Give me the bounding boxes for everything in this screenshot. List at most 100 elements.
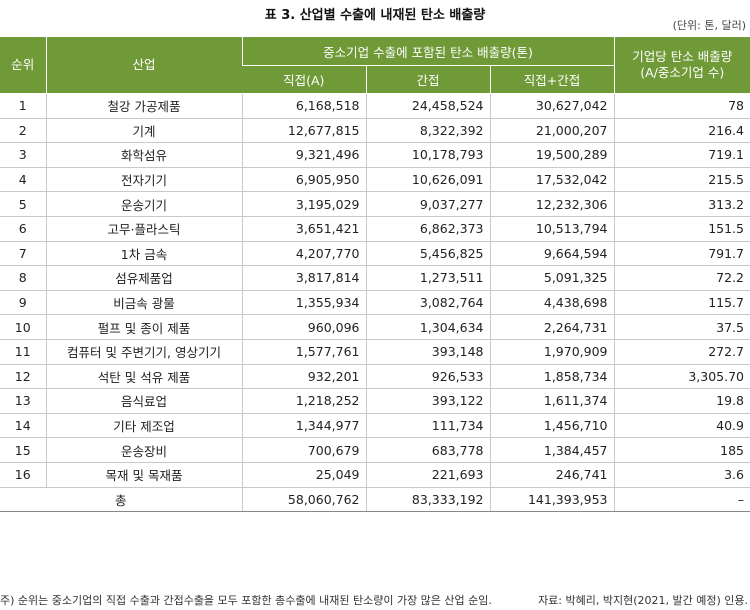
direct-cell: 960,096 (241, 314, 366, 340)
industry-cell: 1차 금속 (45, 241, 242, 267)
total-indirect-cell: 83,333,192 (365, 487, 490, 513)
total-cell: 1,858,734 (489, 364, 614, 390)
industry-cell: 석탄 및 석유 제품 (45, 364, 242, 390)
header-indirect: 간접 (365, 65, 490, 94)
total-cell: 2,264,731 (489, 314, 614, 340)
table-row: 7 1차 금속 4,207,770 5,456,825 9,664,594 791.7 (0, 241, 750, 267)
total-cell: 1,970,909 (489, 339, 614, 365)
table-row: 4 전자기기 6,905,950 10,626,091 17,532,042 215.5 (0, 167, 750, 193)
table-row: 6 고무·플라스틱 3,651,421 6,862,373 10,513,794 151.… (0, 216, 750, 242)
per-firm-cell: 19.8 (613, 388, 750, 414)
rank-cell: 2 (0, 118, 46, 144)
total-per-firm-cell: – (613, 487, 750, 513)
table-row: 2 기계 12,677,815 8,322,392 21,000,207 216.4 (0, 118, 750, 144)
source-note: 자료: 박혜리, 박지현(2021, 발간 예정) 인용. (538, 594, 748, 607)
indirect-cell: 111,734 (365, 413, 490, 439)
total-label: 총 (0, 487, 242, 513)
direct-cell: 932,201 (241, 364, 366, 390)
total-cell: 5,091,325 (489, 265, 614, 291)
table-row: 13 음식료업 1,218,252 393,122 1,611,374 19.8 (0, 388, 750, 414)
direct-cell: 4,207,770 (241, 241, 366, 267)
header-per-firm-line2: (A/중소기업 수) (640, 65, 725, 80)
direct-cell: 9,321,496 (241, 142, 366, 168)
industry-cell: 전자기기 (45, 167, 242, 193)
industry-cell: 펄프 및 종이 제품 (45, 314, 242, 340)
total-row: 총 58,060,762 83,333,192 141,393,953– (0, 487, 750, 513)
indirect-cell: 10,626,091 (365, 167, 490, 193)
total-cell: 21,000,207 (489, 118, 614, 144)
table-row: 14 기타 제조업 1,344,977 111,734 1,456,710 40.9 (0, 413, 750, 439)
rank-cell: 3 (0, 142, 46, 168)
industry-cell: 철강 가공제품 (45, 93, 242, 119)
indirect-cell: 393,122 (365, 388, 490, 414)
industry-cell: 운송장비 (45, 437, 242, 463)
per-firm-cell: 37.5 (613, 314, 750, 340)
total-total-cell: 141,393,953 (489, 487, 614, 513)
rank-cell: 11 (0, 339, 46, 365)
indirect-cell: 926,533 (365, 364, 490, 390)
rank-cell: 4 (0, 167, 46, 193)
rank-cell: 10 (0, 314, 46, 340)
indirect-cell: 8,322,392 (365, 118, 490, 144)
total-cell: 1,611,374 (489, 388, 614, 414)
per-firm-cell: 719.1 (613, 142, 750, 168)
per-firm-cell: 151.5 (613, 216, 750, 242)
rank-cell: 7 (0, 241, 46, 267)
header-per-firm-line1: 기업당 탄소 배출량 (632, 49, 733, 64)
indirect-cell: 393,148 (365, 339, 490, 365)
direct-cell: 6,905,950 (241, 167, 366, 193)
rank-cell: 16 (0, 462, 46, 488)
indirect-cell: 683,778 (365, 437, 490, 463)
table-row: 3 화학섬유 9,321,496 10,178,793 19,500,289 719.1 (0, 142, 750, 168)
table-row: 8 섬유제품업 3,817,814 1,273,511 5,091,325 72.2 (0, 265, 750, 291)
direct-cell: 6,168,518 (241, 93, 366, 119)
per-firm-cell: 272.7 (613, 339, 750, 365)
table-row: 16 목재 및 목재품 25,049 221,693 246,741 3.6 (0, 462, 750, 488)
rank-cell: 1 (0, 93, 46, 119)
indirect-cell: 1,273,511 (365, 265, 490, 291)
indirect-cell: 221,693 (365, 462, 490, 488)
industry-cell: 음식료업 (45, 388, 242, 414)
unit-label: (단위: 톤, 달러) (672, 19, 746, 32)
direct-cell: 25,049 (241, 462, 366, 488)
table-body: 1 철강 가공제품 6,168,518 24,458,524 30,627,042 78 2… (0, 93, 750, 513)
total-cell: 17,532,042 (489, 167, 614, 193)
total-cell: 10,513,794 (489, 216, 614, 242)
rank-cell: 8 (0, 265, 46, 291)
indirect-cell: 3,082,764 (365, 290, 490, 316)
total-cell: 9,664,594 (489, 241, 614, 267)
header-industry: 산업 (45, 37, 242, 94)
industry-cell: 운송기기 (45, 191, 242, 217)
industry-cell: 컴퓨터 및 주변기기, 영상기기 (45, 339, 242, 365)
per-firm-cell: 72.2 (613, 265, 750, 291)
per-firm-cell: 40.9 (613, 413, 750, 439)
industry-cell: 화학섬유 (45, 142, 242, 168)
header-direct: 직접(A) (242, 65, 366, 94)
industry-cell: 기계 (45, 118, 242, 144)
per-firm-cell: 791.7 (613, 241, 750, 267)
direct-cell: 3,651,421 (241, 216, 366, 242)
header-rank: 순위 (0, 37, 46, 94)
rank-cell: 5 (0, 191, 46, 217)
table-row: 12 석탄 및 석유 제품 932,201 926,533 1,858,734 3,305… (0, 364, 750, 390)
per-firm-cell: 313.2 (613, 191, 750, 217)
direct-cell: 700,679 (241, 437, 366, 463)
total-cell: 4,438,698 (489, 290, 614, 316)
indirect-cell: 24,458,524 (365, 93, 490, 119)
per-firm-cell: 215.5 (613, 167, 750, 193)
total-cell: 12,232,306 (489, 191, 614, 217)
total-cell: 1,384,457 (489, 437, 614, 463)
rank-cell: 14 (0, 413, 46, 439)
indirect-cell: 9,037,277 (365, 191, 490, 217)
direct-cell: 1,577,761 (241, 339, 366, 365)
total-cell: 30,627,042 (489, 93, 614, 119)
total-cell: 19,500,289 (489, 142, 614, 168)
per-firm-cell: 78 (613, 93, 750, 119)
header-total: 직접+간접 (489, 65, 614, 94)
direct-cell: 1,218,252 (241, 388, 366, 414)
direct-cell: 12,677,815 (241, 118, 366, 144)
rank-cell: 13 (0, 388, 46, 414)
industry-cell: 섬유제품업 (45, 265, 242, 291)
table-row: 1 철강 가공제품 6,168,518 24,458,524 30,627,042 78 (0, 93, 750, 119)
table-row: 15 운송장비 700,679 683,778 1,384,457 185 (0, 437, 750, 463)
